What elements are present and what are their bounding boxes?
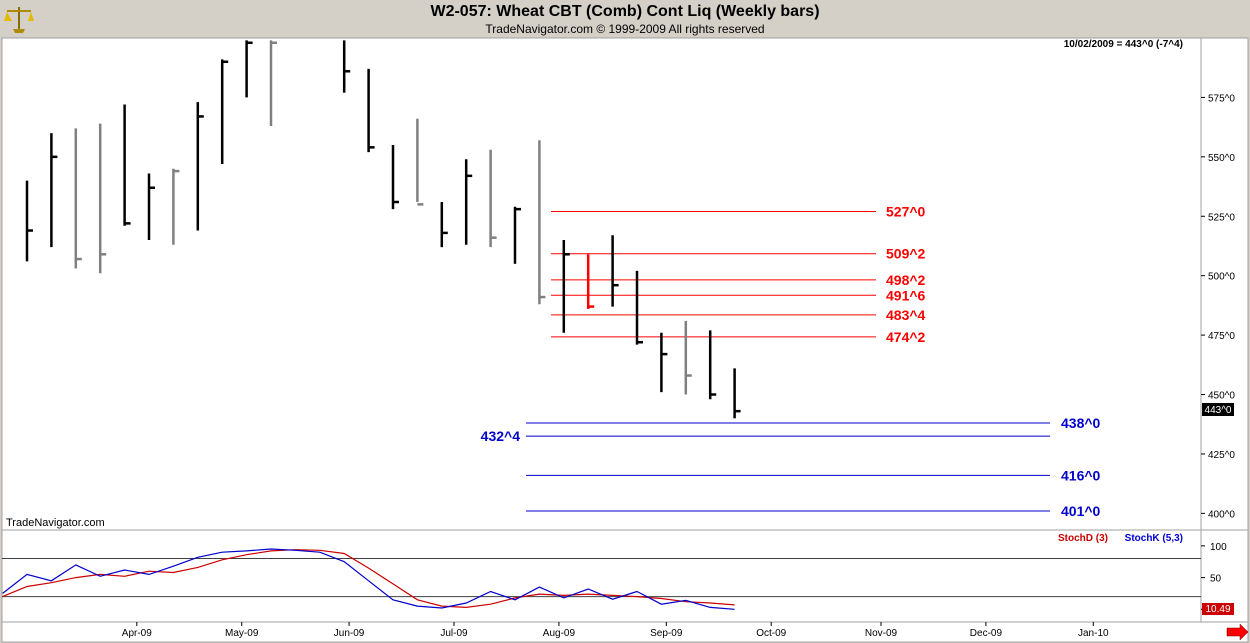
date-axis-panel — [1, 621, 1249, 643]
resistance-label: 498^2 — [886, 272, 926, 288]
price-bar — [513, 206, 521, 264]
last-price-badge: 443^0 — [1202, 403, 1234, 416]
price-tick-label: 400^0 — [1208, 509, 1235, 520]
last-price-label: 443^0 — [1205, 405, 1232, 416]
chart-title: W2-057: Wheat CBT (Comb) Cont Liq (Weekl… — [430, 3, 820, 20]
price-tick-label: 500^0 — [1208, 272, 1235, 283]
price-tick-label: 425^0 — [1208, 450, 1235, 461]
support-label: 438^0 — [1061, 415, 1101, 431]
date-tick-label: Jul-09 — [440, 628, 468, 639]
stoch-tick-label: 100 — [1210, 542, 1227, 553]
support-label: 416^0 — [1061, 467, 1101, 483]
scroll-right-arrow-icon[interactable] — [1226, 623, 1249, 641]
price-bar — [196, 102, 204, 231]
price-tick-label: 575^0 — [1208, 93, 1235, 104]
price-bar — [269, 40, 277, 126]
price-bar — [586, 254, 595, 309]
price-bar — [147, 173, 155, 241]
price-bar — [245, 40, 253, 98]
price-bar — [98, 123, 107, 274]
price-bar — [611, 235, 619, 307]
date-tick-label: May-09 — [225, 628, 259, 639]
price-bar — [391, 144, 399, 210]
price-bar — [416, 118, 424, 206]
resistance-label: 483^4 — [886, 307, 926, 323]
stoch-last-badge: 10.49 — [1202, 603, 1234, 615]
price-bar — [562, 240, 570, 333]
price-bar — [25, 180, 33, 262]
legend-stochk: StochK (5,3) — [1125, 533, 1183, 544]
price-bar — [172, 168, 180, 245]
price-bar — [708, 330, 717, 400]
price-bar — [464, 159, 473, 245]
watermark: TradeNavigator.com — [6, 517, 105, 529]
resistance-label: 491^6 — [886, 287, 926, 303]
legend-stochd: StochD (3) — [1058, 533, 1108, 544]
stoch-last-label: 10.49 — [1205, 604, 1230, 615]
stoch-series-line — [2, 549, 735, 609]
date-tick-label: Apr-09 — [122, 628, 152, 639]
quote-readout: 10/02/2009 = 443^0 (-7^4) — [1064, 39, 1183, 50]
date-tick-label: Jan-10 — [1078, 628, 1109, 639]
date-tick-label: Jun-09 — [334, 628, 365, 639]
price-tick-label: 550^0 — [1208, 153, 1235, 164]
date-tick-label: Sep-09 — [650, 628, 683, 639]
price-bar — [684, 320, 692, 395]
date-tick-label: Dec-09 — [970, 628, 1003, 639]
price-bar — [489, 149, 497, 248]
price-bar — [220, 59, 229, 164]
price-bar — [74, 128, 82, 269]
price-bar — [123, 104, 131, 226]
stoch-series-line — [2, 548, 735, 610]
price-bar — [660, 332, 668, 393]
price-bar — [440, 202, 448, 248]
price-bar — [733, 368, 741, 419]
resistance-label: 509^2 — [886, 246, 926, 262]
chart-subtitle: TradeNavigator.com © 1999-2009 All right… — [485, 22, 765, 36]
resistance-label: 527^0 — [886, 204, 926, 220]
price-tick-label: 525^0 — [1208, 212, 1235, 223]
support-label: 432^4 — [481, 428, 521, 444]
price-bar — [367, 68, 375, 153]
price-bar — [342, 40, 351, 93]
date-tick-label: Nov-09 — [865, 628, 898, 639]
stoch-tick-label: 50 — [1210, 574, 1222, 585]
price-bar — [50, 133, 58, 248]
price-tick-label: 475^0 — [1208, 331, 1235, 342]
price-bar — [635, 270, 643, 345]
price-panel — [1, 37, 1202, 531]
price-bar — [538, 140, 546, 305]
price-tick-label: 450^0 — [1208, 391, 1235, 402]
support-label: 401^0 — [1061, 503, 1101, 519]
resistance-label: 474^2 — [886, 329, 926, 345]
date-tick-label: Oct-09 — [756, 628, 786, 639]
date-tick-label: Aug-09 — [543, 628, 576, 639]
price-axis-panel — [1200, 37, 1249, 531]
stoch-panel — [1, 529, 1202, 623]
scales-icon[interactable] — [3, 3, 35, 35]
